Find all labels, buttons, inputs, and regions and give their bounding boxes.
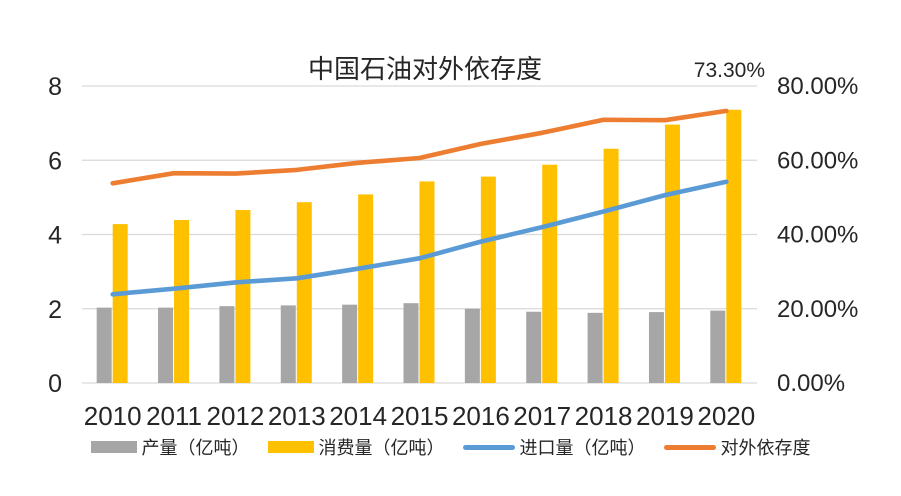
bar-消费量（亿吨） — [235, 209, 251, 383]
x-axis-tick-label: 2016 — [452, 401, 510, 431]
bar-产量（亿吨） — [710, 310, 726, 383]
bar-消费量（亿吨） — [112, 224, 128, 383]
bar-产量（亿吨） — [587, 312, 603, 383]
bar-产量（亿吨） — [280, 305, 296, 383]
x-axis-tick-label: 2014 — [329, 401, 387, 431]
legend-item-consumption: 消费量（亿吨） — [267, 434, 445, 460]
line-series-group — [110, 108, 729, 297]
x-axis-tick-label: 2013 — [268, 401, 326, 431]
y-axis-right-tick-label: 80.00% — [777, 73, 858, 100]
x-axis-tick-label: 2010 — [84, 401, 142, 431]
bar-series-group — [96, 109, 742, 384]
bar-消费量（亿吨） — [480, 176, 496, 383]
x-axis: 2010 2011 2012 2013 2014 2015 2016 2017 2018 2019… — [84, 401, 755, 431]
bar-产量（亿吨） — [648, 312, 664, 383]
dependence-line-swatch — [663, 444, 716, 450]
y-axis-left-tick-label: 6 — [48, 147, 62, 175]
x-axis-tick-label: 2019 — [636, 401, 694, 431]
y-axis-left-tick-label: 4 — [48, 222, 62, 250]
legend-item-import: 进口量（亿吨） — [462, 434, 646, 460]
bar-消费量（亿吨） — [603, 148, 619, 383]
bar-消费量（亿吨） — [174, 220, 190, 383]
x-axis-tick-label: 2012 — [206, 401, 264, 431]
y-axis-left: 0 2 4 6 8 — [48, 73, 62, 398]
bar-消费量（亿吨） — [664, 124, 680, 384]
x-axis-tick-label: 2020 — [697, 401, 755, 431]
y-axis-right-tick-label: 0.00% — [777, 370, 845, 397]
y-axis-right-tick-label: 40.00% — [777, 222, 858, 249]
y-axis-right: 0.00% 20.00% 40.00% 60.00% 80.00% — [777, 73, 858, 397]
y-axis-left-tick-label: 0 — [48, 370, 62, 398]
bar-消费量（亿吨） — [726, 109, 742, 383]
x-axis-tick-label: 2015 — [391, 401, 449, 431]
y-axis-left-tick-label: 2 — [48, 296, 62, 324]
legend-label-consumption: 消费量（亿吨） — [318, 438, 445, 458]
y-axis-right-tick-label: 20.00% — [777, 296, 858, 323]
data-label-annotation: 73.30% — [694, 59, 765, 82]
bar-消费量（亿吨） — [542, 164, 558, 383]
production-bar-swatch — [90, 441, 137, 453]
bar-产量（亿吨） — [464, 308, 480, 383]
bar-产量（亿吨） — [219, 306, 235, 383]
x-axis-tick-label: 2017 — [513, 401, 571, 431]
legend-item-dependence: 对外依存度 — [663, 434, 811, 460]
bar-产量（亿吨） — [526, 311, 542, 383]
y-axis-right-tick-label: 60.00% — [777, 147, 858, 174]
import-line-swatch — [462, 444, 515, 450]
line-进口量（亿吨） — [110, 179, 729, 297]
legend-label-import: 进口量（亿吨） — [519, 438, 646, 458]
y-axis-left-tick-label: 8 — [48, 73, 62, 101]
bar-产量（亿吨） — [96, 307, 112, 383]
bar-消费量（亿吨） — [296, 202, 312, 383]
bar-产量（亿吨） — [403, 303, 419, 383]
legend-item-production: 产量（亿吨） — [90, 434, 250, 460]
legend-label-dependence: 对外依存度 — [720, 438, 811, 458]
legend-label-production: 产量（亿吨） — [141, 438, 250, 458]
x-axis-tick-label: 2018 — [575, 401, 633, 431]
bar-产量（亿吨） — [158, 307, 174, 383]
bar-消费量（亿吨） — [419, 181, 435, 383]
bar-产量（亿吨） — [342, 304, 358, 383]
line-对外依存度 — [110, 108, 729, 186]
legend: 产量（亿吨） 消费量（亿吨） 进口量（亿吨） 对外依存度 — [0, 434, 901, 460]
chart-title: 中国石油对外依存度 — [308, 54, 542, 84]
bar-消费量（亿吨） — [358, 194, 374, 383]
consumption-bar-swatch — [267, 441, 314, 453]
x-axis-tick-label: 2011 — [146, 401, 202, 431]
